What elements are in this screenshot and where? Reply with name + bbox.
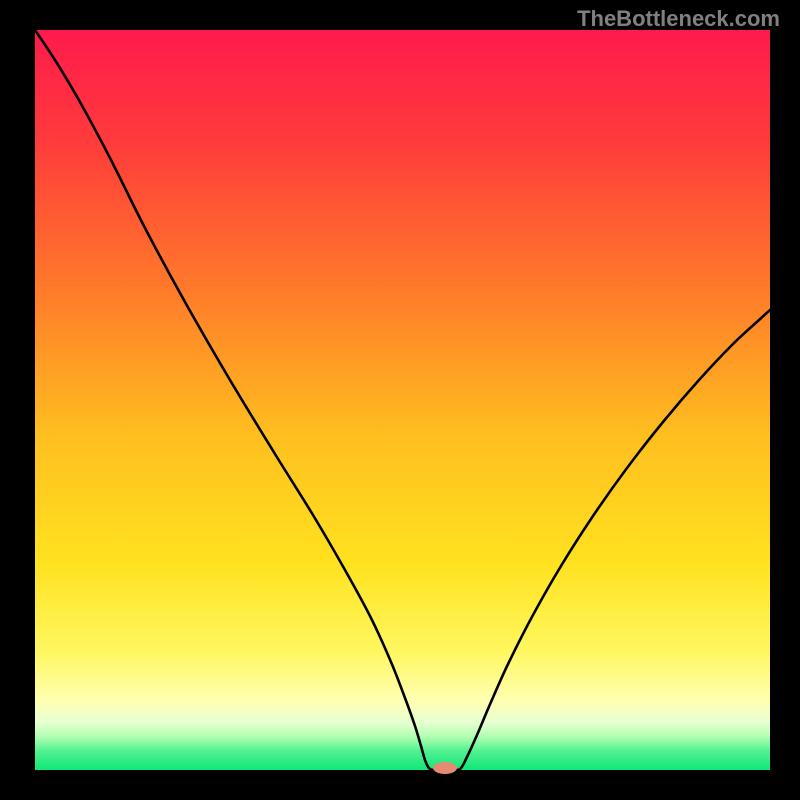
- gradient-background: [35, 30, 770, 770]
- bottleneck-chart: [0, 0, 800, 800]
- chart-frame: TheBottleneck.com: [0, 0, 800, 800]
- minimum-marker: [433, 762, 457, 774]
- watermark-text: TheBottleneck.com: [577, 6, 780, 32]
